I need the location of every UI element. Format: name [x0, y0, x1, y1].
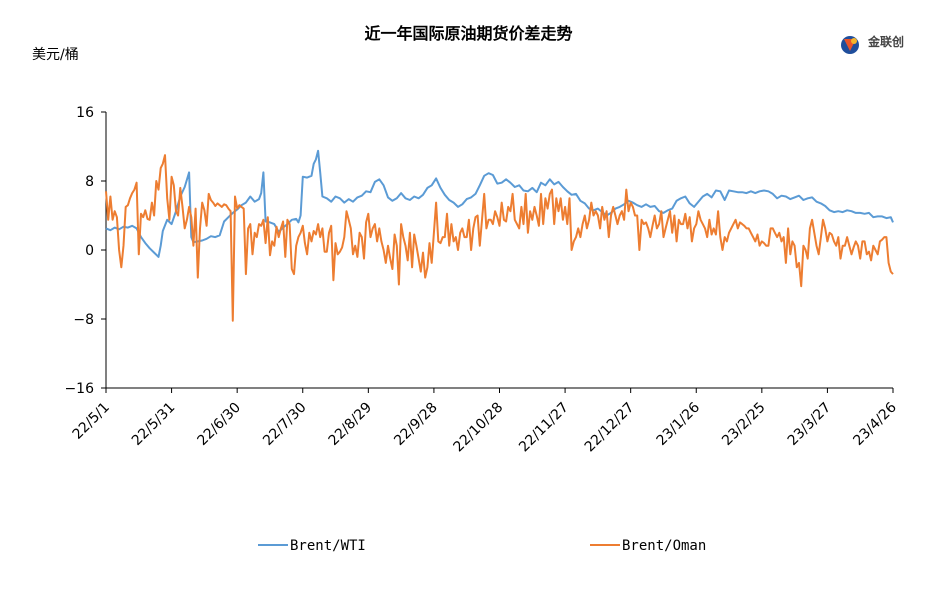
- x-tick-label: 22/5/31: [129, 400, 178, 449]
- x-tick-label: 23/3/27: [785, 400, 834, 449]
- y-tick-label: 8: [85, 174, 94, 190]
- series-line-brent-oman: [105, 154, 894, 322]
- x-tick-label: 22/10/28: [451, 400, 507, 456]
- legend-label: Brent/WTI: [290, 538, 366, 554]
- x-tick-label: 22/5/1: [70, 400, 113, 443]
- chart-legend: Brent/WTI Brent/Oman: [258, 538, 706, 554]
- x-tick-label: 22/12/27: [582, 400, 638, 456]
- x-tick-label: 22/6/30: [195, 400, 244, 449]
- x-tick-label: 23/1/26: [654, 399, 704, 449]
- x-axis-ticks: 22/5/1 22/5/31 22/6/30 22/7/30 22/8/29 22/9/2…: [70, 388, 900, 455]
- x-tick-label: 23/2/25: [719, 400, 768, 449]
- y-axis-ticks: 16 8 0 −8 −16: [64, 105, 106, 397]
- legend-label: Brent/Oman: [622, 538, 706, 554]
- x-tick-label: 22/11/27: [516, 400, 572, 456]
- y-tick-label: 0: [85, 243, 94, 259]
- y-axis-unit-label: 美元/桶: [32, 47, 79, 63]
- logo-text: 金联创: [868, 35, 905, 49]
- x-tick-label: 22/8/29: [326, 400, 375, 449]
- chart-series: [105, 149, 894, 322]
- x-tick-label: 22/7/30: [260, 400, 309, 449]
- y-tick-label: −16: [64, 381, 94, 397]
- jinlianchuang-logo: [836, 33, 916, 57]
- x-tick-label: 23/4/26: [850, 399, 900, 449]
- x-tick-label: 22/9/28: [391, 400, 440, 449]
- chart-title: 近一年国际原油期货价差走势: [364, 24, 573, 43]
- y-tick-label: 16: [76, 105, 94, 121]
- chart-axes: [105, 112, 893, 389]
- y-tick-label: −8: [73, 312, 94, 328]
